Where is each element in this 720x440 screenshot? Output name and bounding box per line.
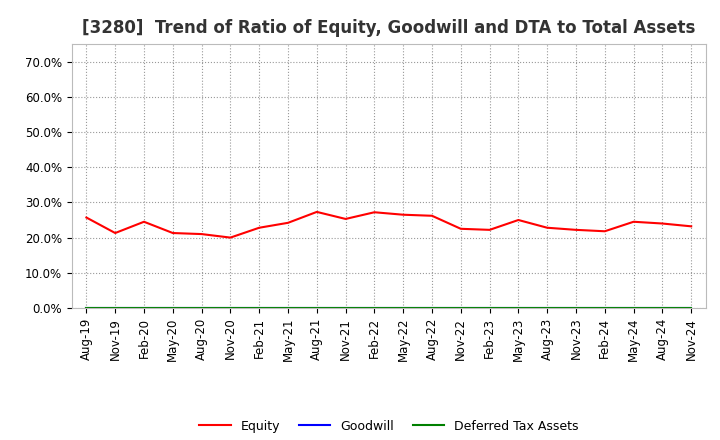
Title: [3280]  Trend of Ratio of Equity, Goodwill and DTA to Total Assets: [3280] Trend of Ratio of Equity, Goodwil… <box>82 19 696 37</box>
Deferred Tax Assets <box>514 305 523 311</box>
Deferred Tax Assets <box>456 305 465 311</box>
Deferred Tax Assets <box>312 305 321 311</box>
Deferred Tax Assets <box>140 305 148 311</box>
Deferred Tax Assets <box>111 305 120 311</box>
Goodwill <box>111 305 120 311</box>
Equity <box>485 227 494 232</box>
Equity <box>255 225 264 231</box>
Goodwill <box>600 305 609 311</box>
Goodwill <box>658 305 667 311</box>
Equity <box>341 216 350 222</box>
Goodwill <box>514 305 523 311</box>
Deferred Tax Assets <box>168 305 177 311</box>
Equity <box>572 227 580 232</box>
Goodwill <box>485 305 494 311</box>
Equity <box>197 231 206 237</box>
Equity <box>140 219 148 224</box>
Equity <box>514 217 523 223</box>
Equity <box>370 209 379 215</box>
Deferred Tax Assets <box>255 305 264 311</box>
Legend: Equity, Goodwill, Deferred Tax Assets: Equity, Goodwill, Deferred Tax Assets <box>194 414 583 437</box>
Equity <box>658 221 667 226</box>
Equity <box>399 212 408 217</box>
Deferred Tax Assets <box>687 305 696 311</box>
Deferred Tax Assets <box>197 305 206 311</box>
Equity <box>312 209 321 215</box>
Goodwill <box>82 305 91 311</box>
Deferred Tax Assets <box>399 305 408 311</box>
Equity <box>111 231 120 236</box>
Deferred Tax Assets <box>600 305 609 311</box>
Equity <box>629 219 638 224</box>
Line: Equity: Equity <box>86 212 691 238</box>
Deferred Tax Assets <box>82 305 91 311</box>
Equity <box>428 213 436 218</box>
Goodwill <box>140 305 148 311</box>
Goodwill <box>255 305 264 311</box>
Equity <box>456 226 465 231</box>
Equity <box>168 231 177 236</box>
Equity <box>284 220 292 225</box>
Goodwill <box>284 305 292 311</box>
Equity <box>687 224 696 229</box>
Goodwill <box>370 305 379 311</box>
Equity <box>600 229 609 234</box>
Deferred Tax Assets <box>370 305 379 311</box>
Equity <box>226 235 235 240</box>
Deferred Tax Assets <box>543 305 552 311</box>
Goodwill <box>687 305 696 311</box>
Deferred Tax Assets <box>572 305 580 311</box>
Goodwill <box>226 305 235 311</box>
Goodwill <box>572 305 580 311</box>
Goodwill <box>428 305 436 311</box>
Deferred Tax Assets <box>341 305 350 311</box>
Goodwill <box>629 305 638 311</box>
Deferred Tax Assets <box>284 305 292 311</box>
Equity <box>82 215 91 220</box>
Goodwill <box>543 305 552 311</box>
Equity <box>543 225 552 231</box>
Goodwill <box>197 305 206 311</box>
Deferred Tax Assets <box>629 305 638 311</box>
Goodwill <box>312 305 321 311</box>
Goodwill <box>168 305 177 311</box>
Goodwill <box>399 305 408 311</box>
Goodwill <box>341 305 350 311</box>
Deferred Tax Assets <box>226 305 235 311</box>
Goodwill <box>456 305 465 311</box>
Deferred Tax Assets <box>658 305 667 311</box>
Deferred Tax Assets <box>428 305 436 311</box>
Deferred Tax Assets <box>485 305 494 311</box>
